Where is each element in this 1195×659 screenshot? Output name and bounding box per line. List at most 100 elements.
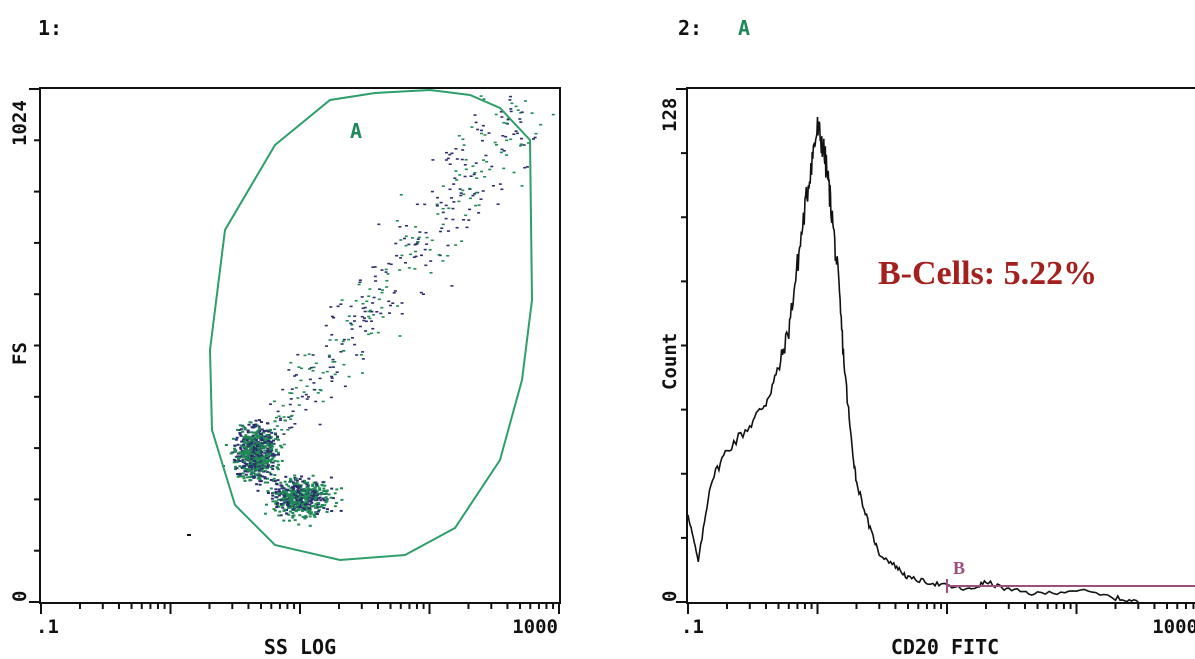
event-dot [271,445,275,448]
event-dot [270,431,274,434]
event-dot [477,212,481,214]
event-dot [296,491,300,494]
event-dot [509,108,513,110]
event-dot [259,421,263,423]
event-dot [258,446,262,449]
event-dot [277,494,281,497]
event-dot [305,483,309,486]
event-dot [368,288,372,290]
event-dot [307,484,310,487]
event-dot [395,254,399,257]
event-dot [441,211,445,214]
event-dot [238,472,242,475]
event-dot [232,461,236,464]
event-dot [260,436,264,439]
event-dot [248,459,252,462]
event-dot [236,473,240,475]
event-dot [253,460,256,462]
event-dot [473,193,477,195]
event-dot [246,445,250,448]
event-dot [512,133,516,135]
event-dot [279,419,282,421]
event-dot [296,397,300,399]
event-dot [249,479,253,482]
event-dot [277,490,281,493]
event-dot [285,500,289,503]
event-dot [285,512,289,515]
event-dot [265,451,269,454]
event-dot [252,468,256,471]
event-dot [284,490,288,493]
event-dot [288,403,292,406]
event-dot [245,449,249,452]
event-dot [353,320,356,322]
event-dot [327,493,331,496]
event-dot [333,505,337,508]
event-dot [314,362,318,365]
event-dot [288,477,292,480]
event-dot [523,166,527,169]
scatter-x-min-label: .1 [36,616,59,638]
event-dot [482,98,486,100]
event-dot [292,487,296,490]
event-dot [263,481,267,484]
event-dot [262,432,266,434]
event-dot [273,428,277,430]
event-dot [367,310,371,313]
event-dot [263,477,267,480]
event-dot [441,207,445,210]
event-dot [283,419,287,422]
event-dot [463,175,467,178]
event-dot [381,316,385,318]
event-dot [302,501,306,504]
event-dot [274,450,278,453]
event-dot [249,454,253,457]
event-dot [187,534,191,536]
event-dot [289,361,293,364]
event-dot [498,183,502,185]
event-dot [233,465,237,468]
event-dot [263,458,267,460]
event-dot [325,345,328,347]
event-dot [297,489,300,492]
event-dot [305,491,309,494]
event-dot [279,417,283,420]
event-dot [430,190,434,193]
event-dot [319,505,323,508]
event-dot [280,459,284,462]
event-dot [343,385,347,388]
event-dot [448,153,452,156]
event-dot [281,506,285,509]
event-dot [290,426,294,429]
event-dot [242,453,246,455]
event-dot [384,268,388,271]
histogram-y-max-label: 128 [659,98,681,132]
event-dot [273,480,277,483]
event-dot [454,170,458,172]
event-dot [387,262,391,265]
event-dot [238,433,242,436]
event-dot [246,454,250,457]
event-dot [502,150,506,152]
event-dot [441,260,445,262]
event-dot [242,465,246,467]
event-dot [291,508,295,511]
event-dot [447,207,451,209]
event-dot [315,483,319,486]
event-dot [464,214,468,217]
event-dot [287,485,291,488]
scatter-y-max-label: 1024 [9,100,31,146]
event-dot [252,423,256,426]
event-dot [257,431,261,434]
event-dot [385,279,389,282]
event-dot [315,505,319,507]
event-dot [275,425,279,427]
event-dot [295,479,299,482]
event-dot [254,439,258,441]
event-dot [414,250,417,253]
event-dot [367,333,371,336]
event-dot [288,499,292,502]
event-dot [261,461,265,464]
event-dot [526,142,530,144]
event-dot [257,444,261,447]
